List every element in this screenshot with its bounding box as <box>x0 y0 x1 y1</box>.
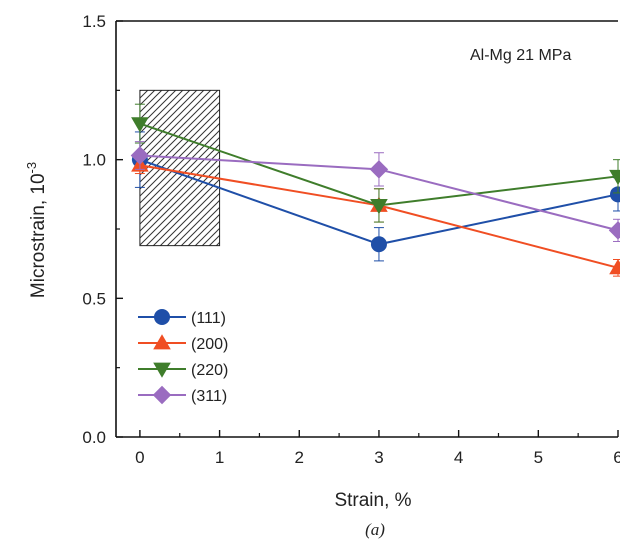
data-point <box>131 117 149 133</box>
series-layer <box>130 103 620 277</box>
x-tick-label: 4 <box>454 448 463 467</box>
legend-marker <box>153 362 171 378</box>
data-point <box>369 160 389 179</box>
legend-marker <box>153 334 171 350</box>
x-tick-label: 6 <box>613 448 620 467</box>
figure-caption: (a) <box>365 520 385 539</box>
y-tick-label: 1.5 <box>82 12 106 31</box>
legend-label: (111) <box>191 310 226 327</box>
y-tick-label: 1.0 <box>82 151 106 170</box>
x-tick-label: 1 <box>215 448 224 467</box>
data-point <box>370 236 387 253</box>
y-axis-label: Microstrain, 10-3 <box>24 162 49 298</box>
legend-marker <box>152 385 172 405</box>
y-axis-label-exponent: -3 <box>24 162 39 174</box>
x-tick-label: 0 <box>135 448 144 467</box>
legend-marker <box>154 309 170 325</box>
legend: (111) (200) (220) (311) <box>138 309 228 405</box>
series <box>130 141 620 242</box>
data-point <box>130 146 150 165</box>
legend-label: (200) <box>191 336 228 353</box>
data-point <box>370 199 388 215</box>
x-tick-label: 2 <box>295 448 304 467</box>
data-point <box>609 169 620 186</box>
axes: 0.0 0.5 1.0 1.5 0 1 2 3 4 5 6 <box>82 12 620 467</box>
x-tick-label: 5 <box>534 448 543 467</box>
x-tick-label: 3 <box>374 448 383 467</box>
legend-label: (311) <box>191 388 227 405</box>
legend-entry: (311) <box>138 385 227 405</box>
legend-label: (220) <box>191 362 228 379</box>
data-point <box>608 221 620 240</box>
x-axis-label: Strain, % <box>334 490 411 511</box>
legend-entry: (200) <box>138 334 228 353</box>
y-tick-label: 0.5 <box>82 289 106 308</box>
data-point <box>609 259 620 275</box>
legend-entry: (220) <box>138 362 228 379</box>
y-axis-label-main: Microstrain, 10 <box>28 173 49 298</box>
legend-entry: (111) <box>138 309 226 327</box>
series <box>131 103 620 223</box>
chart-annotation: Al-Mg 21 MPa <box>470 47 571 64</box>
y-tick-label: 0.0 <box>82 428 106 447</box>
